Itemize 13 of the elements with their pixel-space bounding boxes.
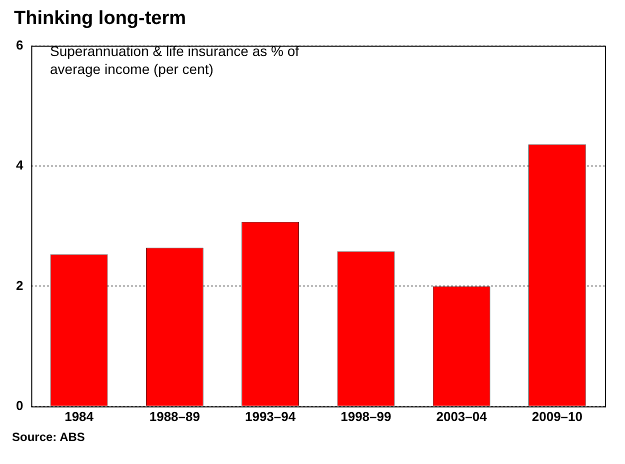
y-tick-label: 2 — [16, 278, 24, 293]
x-tick-label: 2003–04 — [436, 408, 488, 424]
x-tick-label: 1993–94 — [244, 408, 296, 424]
y-tick-label: 4 — [16, 158, 24, 173]
chart-title: Thinking long-term — [14, 8, 188, 30]
x-tick-label: 1998–99 — [340, 408, 392, 424]
x-tick-label: 1988–89 — [149, 408, 200, 424]
annotation: Superannuation & life insurance as % of average income (per cent) — [50, 42, 300, 78]
y-tick-label: 0 — [16, 398, 24, 413]
y-tick-label: 6 — [16, 37, 24, 52]
x-tick-label: 2009–10 — [532, 408, 582, 424]
source-note: Source: ABS — [12, 430, 86, 444]
x-tick-label: 1984 — [64, 408, 94, 424]
